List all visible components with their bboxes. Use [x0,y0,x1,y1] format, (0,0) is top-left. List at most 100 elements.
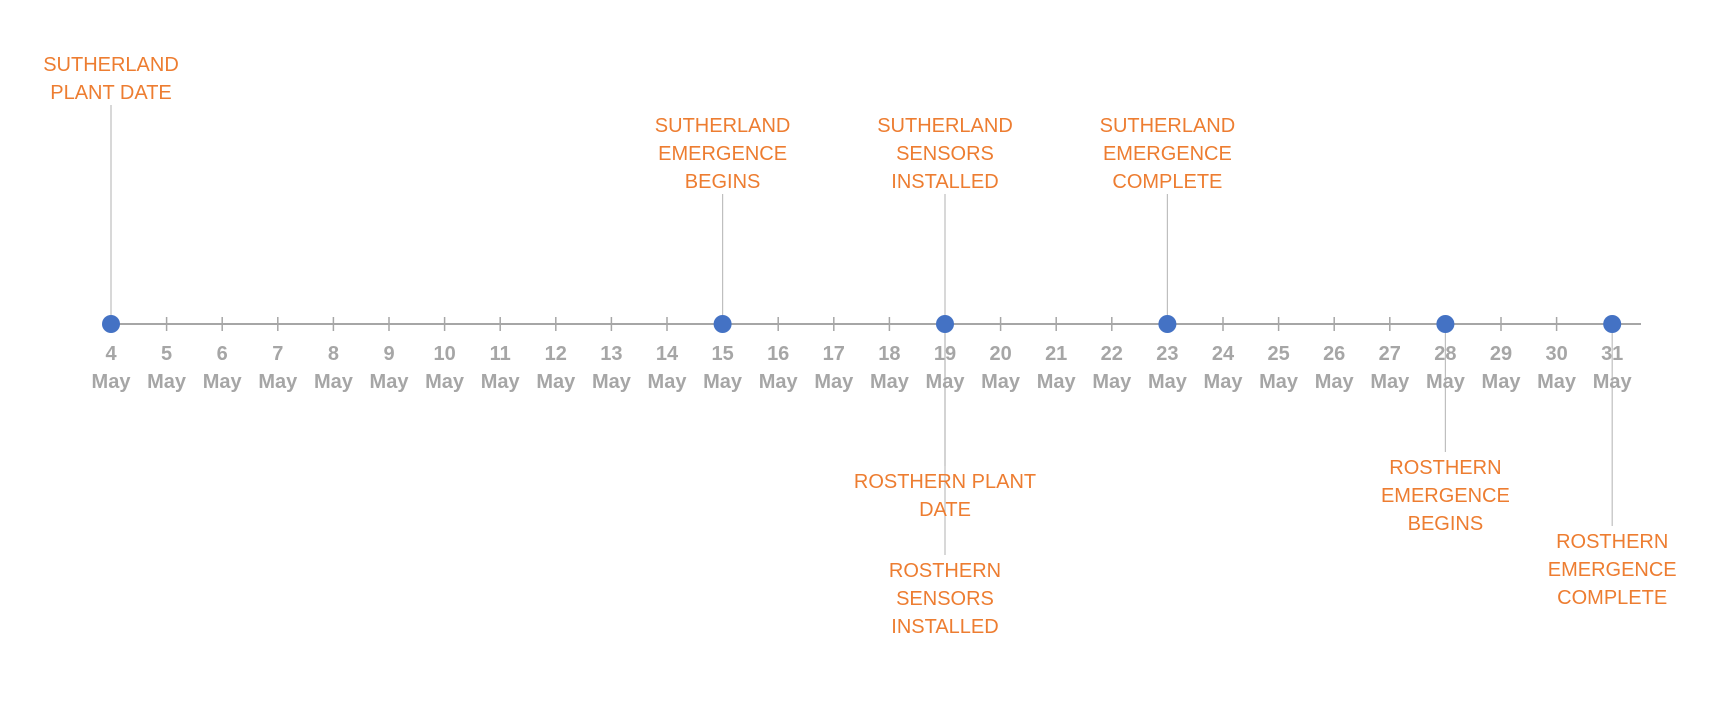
event-marker [936,315,954,333]
tick-label: 31 May [1593,343,1633,393]
tick-label: 8 May [314,343,354,393]
tick-label: 20 May [981,343,1021,393]
tick-month: May [1037,371,1077,393]
tick-label: 27 May [1370,343,1410,393]
tick-month: May [981,371,1021,393]
tick-day: 19 [934,343,956,365]
tick-label: 19 May [926,343,966,393]
tick-month: May [481,371,521,393]
tick-day: 16 [767,343,789,365]
event-label-line: EMERGENCE [1103,143,1232,165]
event-label: ROSTHERN EMERGENCE BEGINS [1381,457,1510,535]
tick-month: May [370,371,410,393]
tick-label: 13 May [592,343,632,393]
tick-month: May [1315,371,1355,393]
tick-day: 24 [1212,343,1235,365]
event-label: SUTHERLAND EMERGENCE BEGINS [655,115,791,193]
tick-day: 20 [989,343,1011,365]
event-label-line: SENSORS [896,588,994,610]
event-label-layer: SUTHERLAND PLANT DATE SUTHERLAND EMERGENCE B… [43,54,1676,638]
event-label: SUTHERLAND EMERGENCE COMPLETE [1100,115,1236,193]
tick-day: 26 [1323,343,1345,365]
tick-month: May [1370,371,1410,393]
tick-month: May [147,371,187,393]
tick-month: May [92,371,132,393]
tick-month: May [314,371,354,393]
tick-label: 26 May [1315,343,1355,393]
tick-label: 7 May [258,343,298,393]
event-label-line: COMPLETE [1112,171,1222,193]
event-label-line: SUTHERLAND [877,115,1013,137]
tick-month: May [703,371,743,393]
event-label-line: ROSTHERN [1556,531,1668,553]
connector-layer [110,105,1613,555]
tick-day: 23 [1156,343,1178,365]
tick-label: 11 May [481,343,521,393]
tick-month: May [203,371,243,393]
tick-day: 5 [161,343,172,365]
tick-day: 12 [545,343,567,365]
tick-month: May [1259,371,1299,393]
tick-month: May [258,371,298,393]
tick-label: 29 May [1482,343,1522,393]
tick-label: 16 May [759,343,799,393]
tick-month: May [926,371,966,393]
event-label-line: ROSTHERN [1389,457,1501,479]
tick-day: 15 [711,343,733,365]
tick-label: 25 May [1259,343,1299,393]
tick-label: 5 May [147,343,187,393]
tick-label: 17 May [814,343,854,393]
event-label-line: INSTALLED [891,616,998,638]
tick-month: May [648,371,688,393]
tick-day: 27 [1379,343,1401,365]
event-label-line: EMERGENCE [1548,559,1677,581]
event-marker [1436,315,1455,333]
tick-month: May [1092,371,1132,393]
tick-label: 14 May [648,343,688,393]
tick-day: 31 [1601,343,1623,365]
event-label-line: COMPLETE [1557,587,1667,609]
tick-day: 10 [433,343,455,365]
event-marker [1603,315,1622,333]
tick-label: 23 May [1148,343,1188,393]
tick-month: May [1204,371,1244,393]
tick-day: 25 [1267,343,1289,365]
tick-label: 9 May [370,343,410,393]
tick-day: 6 [217,343,228,365]
tick-day: 17 [823,343,845,365]
tick-day: 30 [1545,343,1567,365]
tick-label: 12 May [536,343,576,393]
tick-day: 21 [1045,343,1067,365]
tick-month: May [814,371,854,393]
tick-month: May [536,371,576,393]
event-label-line: SUTHERLAND [655,115,791,137]
tick-label: 22 May [1092,343,1132,393]
event-marker [1158,315,1177,333]
tick-month: May [592,371,632,393]
tick-day: 13 [600,343,622,365]
event-label: ROSTHERN SENSORS INSTALLED [889,560,1001,638]
event-label-line: SUTHERLAND [43,54,179,76]
tick-month: May [1482,371,1522,393]
tick-month: May [1426,371,1466,393]
marker-layer [102,315,1622,333]
tick-day: 18 [878,343,900,365]
event-label: SUTHERLAND PLANT DATE [43,54,179,104]
event-marker [713,315,732,333]
tick-month: May [1593,371,1633,393]
event-marker [102,315,120,333]
tick-day: 8 [328,343,339,365]
event-label-line: PLANT DATE [50,82,172,104]
tick-day: 22 [1101,343,1123,365]
tick-label: 21 May [1037,343,1077,393]
event-label-line: BEGINS [1408,513,1484,535]
tick-label: 10 May [425,343,465,393]
tick-day: 11 [490,343,511,365]
event-label-line: INSTALLED [891,171,998,193]
tick-day: 28 [1434,343,1456,365]
tick-label: 18 May [870,343,910,393]
tick-day: 4 [105,343,117,365]
tick-day: 7 [272,343,283,365]
